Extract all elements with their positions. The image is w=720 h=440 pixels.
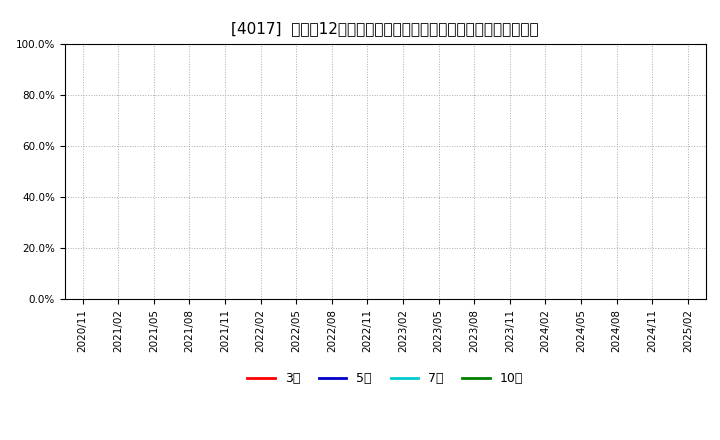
Title: [4017]  売上高12か月移動合計の対前年同期増減率の平均値の推移: [4017] 売上高12か月移動合計の対前年同期増減率の平均値の推移	[231, 21, 539, 36]
Legend: 3年, 5年, 7年, 10年: 3年, 5年, 7年, 10年	[242, 367, 528, 390]
